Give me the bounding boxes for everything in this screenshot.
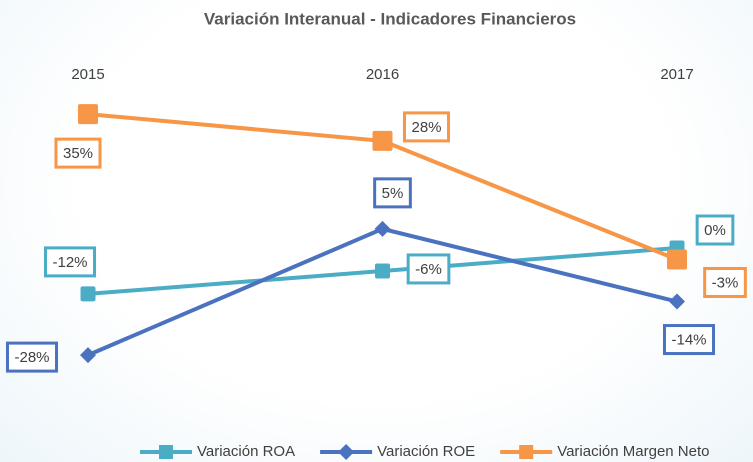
- data-label-box: [402, 111, 451, 143]
- legend-marker: [338, 444, 355, 460]
- legend-label: Variación ROA: [197, 443, 295, 460]
- legend-marker: [519, 445, 534, 459]
- data-label-box: [662, 324, 716, 356]
- x-tick-label: 2016: [366, 66, 399, 83]
- data-label-box: [5, 341, 59, 373]
- data-label: 0%: [704, 222, 726, 239]
- data-label-box: [373, 177, 412, 209]
- x-tick-label: 2015: [71, 66, 104, 83]
- legend-label: Variación Margen Neto: [557, 443, 709, 460]
- legend-marker: [159, 445, 173, 459]
- x-tick-label: 2017: [660, 66, 693, 83]
- marker: [78, 104, 98, 125]
- data-label: -28%: [14, 349, 49, 366]
- marker: [667, 249, 687, 270]
- legend-label: Variación ROE: [377, 443, 475, 460]
- data-label: -12%: [52, 254, 87, 271]
- data-label: -6%: [415, 261, 442, 278]
- chart-title: Variación Interanual - Indicadores Finan…: [204, 9, 576, 28]
- marker: [375, 263, 390, 279]
- data-label-box: [703, 266, 747, 298]
- data-label-box: [695, 214, 735, 246]
- data-label: 28%: [411, 119, 441, 136]
- marker: [80, 347, 96, 364]
- marker: [669, 293, 685, 310]
- data-label-box: [54, 137, 102, 169]
- data-label: 35%: [63, 145, 93, 162]
- marker: [372, 130, 393, 151]
- data-label: -14%: [671, 332, 706, 349]
- series-line: [87, 226, 678, 357]
- marker: [80, 286, 96, 302]
- data-label: 5%: [382, 185, 404, 202]
- data-label-box: [43, 246, 97, 278]
- marker: [374, 220, 391, 237]
- data-label-box: [406, 253, 451, 285]
- data-label: -3%: [712, 274, 739, 291]
